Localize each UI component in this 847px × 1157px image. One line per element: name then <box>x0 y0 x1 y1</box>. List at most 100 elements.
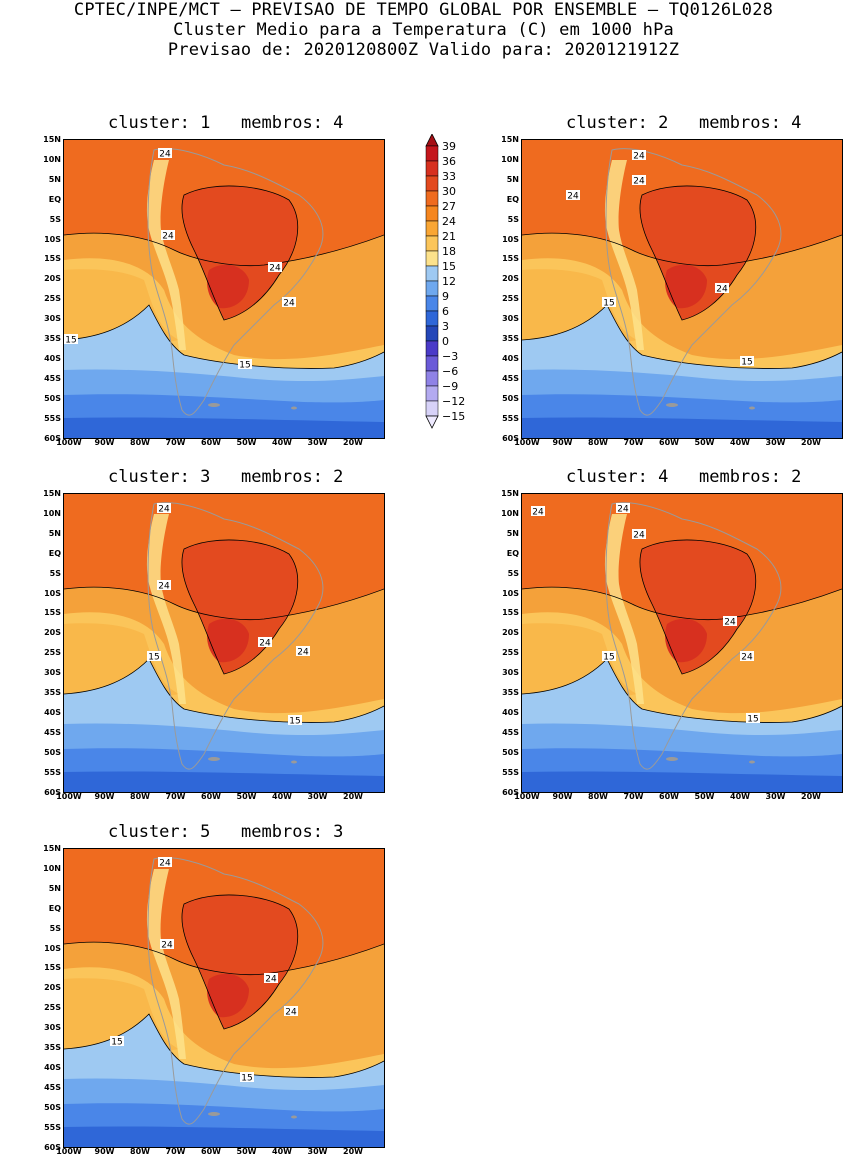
y-tick-label: 15S <box>44 608 61 618</box>
colorbar-segment <box>425 160 439 177</box>
y-tick-label: 5S <box>507 568 519 578</box>
svg-text:24: 24 <box>158 505 170 515</box>
contour-27 <box>181 539 299 675</box>
field-andes <box>604 514 644 704</box>
colorbar-label: −12 <box>442 395 466 408</box>
x-tick-label: 80W <box>130 792 150 801</box>
y-tick-label: 55S <box>502 413 519 423</box>
field-core-hot <box>665 264 707 309</box>
colorbar-label: 24 <box>442 215 456 228</box>
island <box>749 760 755 764</box>
y-tick-label: 20S <box>44 628 61 638</box>
x-tick-label: 50W <box>694 438 715 447</box>
colorbar-label: 3 <box>442 320 449 333</box>
y-tick-label: 10S <box>44 588 61 598</box>
coastline <box>605 148 782 416</box>
y-tick-label: 25S <box>502 648 519 658</box>
y-tick-label: EQ <box>48 548 61 558</box>
coastline <box>147 502 324 770</box>
y-tick-label: 10S <box>502 588 519 598</box>
x-tick-label: 40W <box>272 438 292 447</box>
y-tick-label: 25S <box>44 294 61 304</box>
field-core-hot <box>665 618 707 663</box>
island <box>666 403 678 407</box>
contour-label-15: 15 <box>147 651 161 663</box>
svg-text:15: 15 <box>603 299 614 309</box>
contour-label-15: 15 <box>740 356 754 368</box>
colorbar-label: 33 <box>442 170 456 183</box>
y-tick-label: 55S <box>44 767 61 777</box>
map-panel-cluster-3: 24 24 24 24 15 15 <box>63 493 385 793</box>
colorbar-label: −9 <box>442 380 459 393</box>
x-tick-label: 60W <box>201 438 221 447</box>
contour-27 <box>639 185 757 321</box>
coastline <box>147 148 324 416</box>
x-tick-label: 20W <box>343 438 363 447</box>
field-core-hot <box>207 973 249 1018</box>
contour-label-24: 24 <box>632 529 646 541</box>
contour-label-15: 15 <box>240 1072 254 1084</box>
y-tick-label: 55S <box>44 413 61 423</box>
y-tick-label: 10N <box>501 154 519 164</box>
y-tick-label: 40S <box>502 353 519 363</box>
contour-label-15: 15 <box>288 715 302 727</box>
y-tick-label: 15N <box>43 489 61 498</box>
svg-text:15: 15 <box>111 1038 122 1048</box>
map-panel-cluster-1: 24 24 24 24 15 15 <box>63 139 385 439</box>
svg-text:15: 15 <box>148 653 159 663</box>
temperature-map: 24 24 24 24 24 15 15 <box>522 494 842 792</box>
svg-text:24: 24 <box>159 859 171 869</box>
svg-text:24: 24 <box>159 150 171 160</box>
y-tick-label: EQ <box>506 548 519 558</box>
contour-15 <box>64 658 384 723</box>
contour-label-24: 24 <box>157 580 171 592</box>
y-tick-label: EQ <box>48 194 61 204</box>
svg-text:24: 24 <box>283 299 295 309</box>
svg-text:24: 24 <box>269 264 281 274</box>
field-coldest <box>522 417 842 438</box>
x-tick-label: 50W <box>236 792 257 801</box>
colorbar-label: −6 <box>442 365 459 378</box>
x-tick-label: 100W <box>56 792 82 801</box>
svg-text:24: 24 <box>259 639 271 649</box>
y-tick-label: 25S <box>44 1003 61 1013</box>
contour-27 <box>181 894 299 1030</box>
svg-text:24: 24 <box>617 505 629 515</box>
y-tick-label: 40S <box>44 353 61 363</box>
x-tick-label: 90W <box>94 438 115 447</box>
field-coldest <box>64 771 384 792</box>
y-tick-label: 45S <box>502 727 519 737</box>
y-tick-label: 20S <box>502 628 519 638</box>
y-tick-label: 35S <box>44 334 61 343</box>
island <box>208 757 220 761</box>
colorbar-label: 36 <box>442 155 456 168</box>
y-tick-label: 60S <box>502 787 519 797</box>
svg-text:24: 24 <box>633 177 645 187</box>
colorbar-label: 12 <box>442 275 456 288</box>
svg-text:24: 24 <box>297 648 309 658</box>
y-tick-label: 15N <box>501 489 519 498</box>
colorbar-segment <box>425 310 439 327</box>
contour-label-24: 24 <box>157 503 171 515</box>
y-tick-label: 10N <box>43 154 61 164</box>
contour-label-24: 24 <box>296 646 310 658</box>
y-tick-label: 5N <box>506 174 519 184</box>
y-tick-label: 45S <box>44 373 61 383</box>
island <box>291 760 297 764</box>
x-tick-label: 30W <box>765 438 786 447</box>
svg-text:24: 24 <box>724 618 736 628</box>
field-coldest <box>64 417 384 438</box>
x-tick-label: 70W <box>165 792 186 801</box>
contour-label-15: 15 <box>602 297 616 309</box>
contour-label-24: 24 <box>258 637 272 649</box>
y-tick-label: 60S <box>44 433 61 443</box>
island <box>208 1112 220 1116</box>
field-core-hot <box>207 264 249 309</box>
x-tick-label: 20W <box>343 792 363 801</box>
y-tick-label: 40S <box>44 707 61 717</box>
x-tick-label: 20W <box>801 438 821 447</box>
y-tick-label: 30S <box>44 668 61 678</box>
island <box>291 1115 297 1119</box>
colorbar-segment <box>425 190 439 207</box>
x-tick-label: 30W <box>307 792 328 801</box>
